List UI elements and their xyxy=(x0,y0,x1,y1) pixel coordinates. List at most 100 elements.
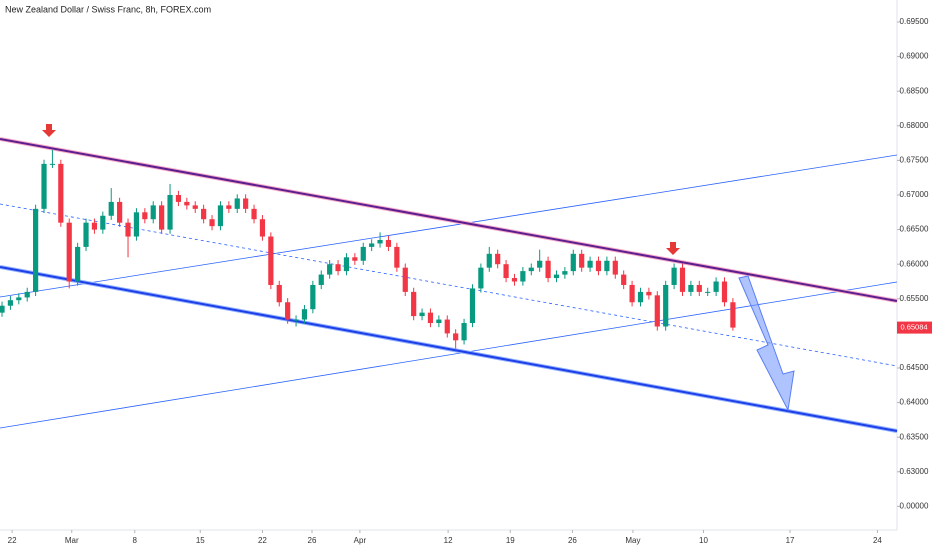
candle-body xyxy=(427,312,434,324)
candle-body xyxy=(461,323,467,341)
candle-body xyxy=(553,274,560,279)
x-tick-label: 12 xyxy=(444,536,453,545)
y-tick-label: 0.65500 xyxy=(900,294,929,303)
candle-body xyxy=(100,215,106,230)
candle-body xyxy=(91,222,98,230)
candle-body xyxy=(419,312,425,317)
support-line xyxy=(0,266,898,432)
candle-body xyxy=(192,205,198,209)
candle-body xyxy=(167,195,173,230)
x-tick-label: Apr xyxy=(354,536,367,545)
candle-body xyxy=(159,205,165,230)
x-tick-label: May xyxy=(625,536,640,545)
channel-lower-thin xyxy=(0,281,898,429)
x-tick-label: 10 xyxy=(699,536,708,545)
candle-body xyxy=(436,319,442,324)
candle-body xyxy=(209,219,215,227)
candle-body xyxy=(604,260,610,272)
candle-body xyxy=(402,267,408,292)
candle-body xyxy=(478,267,484,289)
candle-body xyxy=(352,257,358,261)
candle-body xyxy=(629,284,635,303)
candle-body xyxy=(713,281,719,292)
candle-body xyxy=(612,260,618,275)
last-price-label: 0.65084 xyxy=(900,323,927,332)
candle-body xyxy=(486,253,492,268)
y-tick-label: 0.66500 xyxy=(900,225,929,234)
candle-body xyxy=(671,267,677,285)
candle-body xyxy=(133,212,140,237)
candle-body xyxy=(637,291,644,303)
candle-body xyxy=(66,222,72,282)
y-tick-label: 0.64500 xyxy=(900,363,929,372)
candle-body xyxy=(0,305,5,313)
candle-body xyxy=(537,260,543,268)
x-tick-label: 17 xyxy=(786,536,795,545)
x-tick-label: 22 xyxy=(8,536,17,545)
candle-body xyxy=(495,253,501,265)
candle-body xyxy=(343,257,350,272)
candle-body xyxy=(268,236,274,285)
y-tick-label: 0.66000 xyxy=(900,259,929,268)
candle-body xyxy=(201,208,207,220)
candle-body xyxy=(41,163,47,209)
candle-body xyxy=(243,198,249,209)
candle-body xyxy=(562,271,568,275)
candle-body xyxy=(646,291,652,296)
candle-body xyxy=(654,295,660,327)
channel-upper-thin xyxy=(0,154,898,298)
candle-body xyxy=(150,205,156,220)
forecast-arrow xyxy=(738,275,795,412)
candle-body xyxy=(570,253,576,272)
x-tick-label: 22 xyxy=(258,536,267,545)
candle-body xyxy=(58,163,64,223)
candle-body xyxy=(285,302,291,320)
candle-body xyxy=(117,201,123,223)
red-arrow-1 xyxy=(42,124,56,137)
candle-body xyxy=(327,264,333,275)
red-arrow-2 xyxy=(666,242,680,255)
candle-body xyxy=(545,260,551,279)
candle-body xyxy=(16,297,22,301)
y-tick-label: 0.00000 xyxy=(900,502,929,511)
x-tick-label: 8 xyxy=(133,536,138,545)
candle-body xyxy=(335,264,341,272)
candle-body xyxy=(276,284,282,303)
candle-body xyxy=(528,267,534,272)
candle-body xyxy=(688,284,694,292)
x-tick-label: 26 xyxy=(568,536,577,545)
drawings xyxy=(0,124,898,433)
candle-body xyxy=(184,201,190,206)
candle-body xyxy=(520,271,526,282)
candle-body xyxy=(360,246,366,261)
x-tick-label: Mar xyxy=(65,536,79,545)
candle-body xyxy=(24,291,30,298)
y-tick-label: 0.64000 xyxy=(900,398,929,407)
y-tick-label: 0.68000 xyxy=(900,121,929,130)
y-tick-label: 0.63500 xyxy=(900,432,929,441)
x-tick-label: 26 xyxy=(308,536,317,545)
candle-body xyxy=(83,222,89,247)
candle-body xyxy=(217,205,224,227)
y-tick-label: 0.68500 xyxy=(900,86,929,95)
chart-title: New Zealand Dollar / Swiss Franc, 8h, FO… xyxy=(5,4,211,14)
candle-body xyxy=(385,239,392,247)
candle-body xyxy=(251,208,257,220)
y-tick-label: 0.69000 xyxy=(900,52,929,61)
candle-body xyxy=(142,212,148,220)
candle-body xyxy=(411,291,417,317)
y-tick-label: 0.67000 xyxy=(900,190,929,199)
candle-body xyxy=(226,205,232,209)
candle-body xyxy=(394,246,400,268)
candle-body xyxy=(33,208,39,292)
candle-body xyxy=(75,246,81,282)
channel-mid-dashed xyxy=(0,203,898,367)
candle-body xyxy=(679,267,686,292)
candle-body xyxy=(444,319,450,334)
candle-body xyxy=(503,264,509,279)
candle-body xyxy=(705,291,711,293)
y-tick-label: 0.69500 xyxy=(900,17,929,26)
candle-body xyxy=(259,219,266,237)
